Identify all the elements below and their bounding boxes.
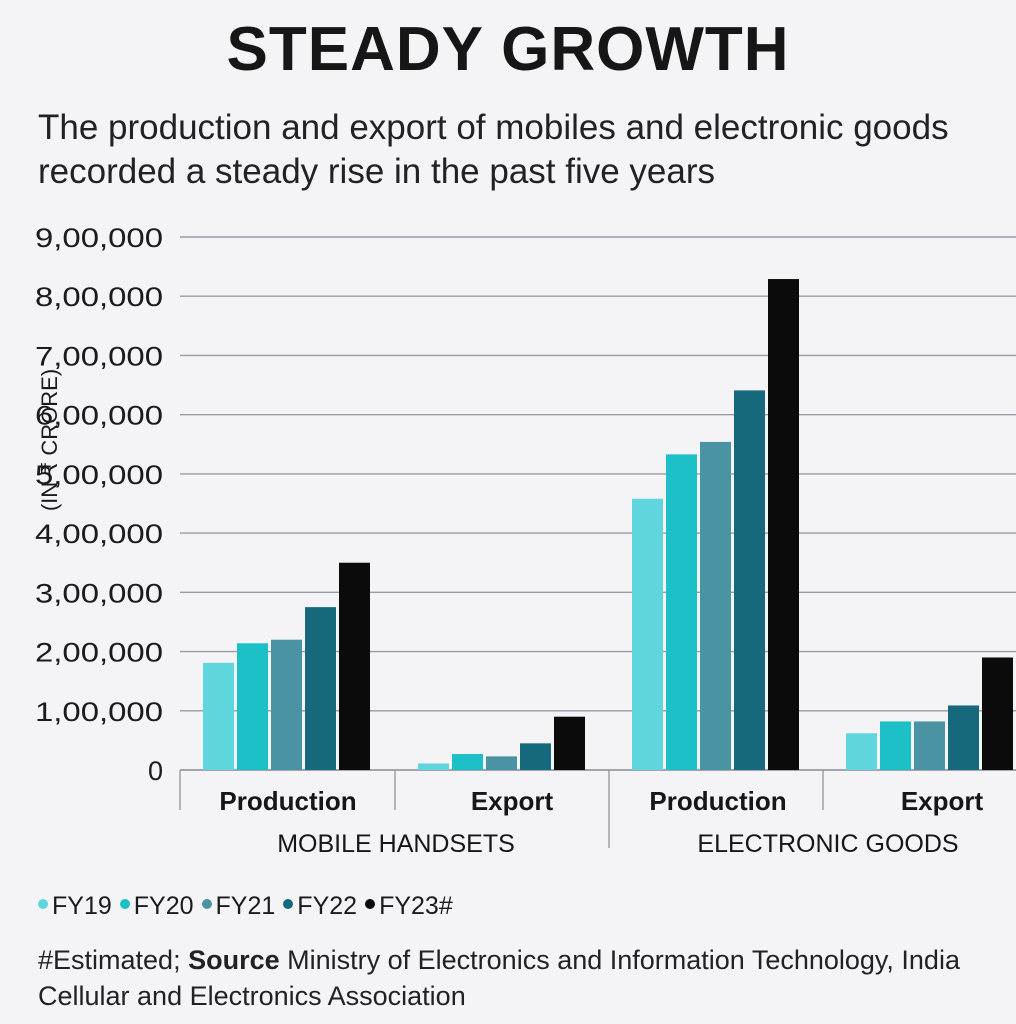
bar-fy23 <box>982 657 1013 770</box>
legend-item: FY21 <box>201 892 276 920</box>
bar-fy23 <box>554 716 585 770</box>
chart-subtitle: The production and export of mobiles and… <box>38 108 949 191</box>
legend-item: FY23# <box>365 892 453 920</box>
legend-label: FY22 <box>297 892 358 920</box>
category-label: Production <box>219 786 356 816</box>
bar-fy20 <box>880 721 911 770</box>
bar-fy19 <box>846 733 877 770</box>
bar-fy21 <box>700 441 731 770</box>
y-axis-label: (IN ₹ CRORE) <box>37 369 62 511</box>
y-tick-label: 3,00,000 <box>35 578 163 608</box>
bar-fy22 <box>734 390 765 770</box>
group-label: ELECTRONIC GOODS <box>697 830 958 858</box>
legend: FY19 FY20 FY21 FY22 FY23# <box>38 892 461 921</box>
bar-fy22 <box>948 705 979 770</box>
legend-label: FY20 <box>133 892 194 920</box>
bar-fy20 <box>452 754 483 770</box>
bar-fy19 <box>203 662 234 770</box>
y-tick-label: 1,00,000 <box>35 697 163 727</box>
bar-fy22 <box>305 607 336 770</box>
legend-item: FY19 <box>38 892 112 920</box>
legend-item: FY20 <box>119 892 194 920</box>
y-tick-label: 2,00,000 <box>35 638 163 668</box>
source-label: Source <box>188 945 280 975</box>
y-tick-label: 8,00,000 <box>35 282 163 312</box>
y-tick-label: 7,00,000 <box>35 341 163 371</box>
category-label: Production <box>649 786 786 816</box>
chart-title: STEADY GROWTH <box>226 15 790 84</box>
legend-swatch <box>38 899 48 910</box>
legend-label: FY23# <box>379 892 453 920</box>
legend-swatch <box>365 899 376 910</box>
bar-chart: 0 1,00,000 2,00,000 3,00,000 4,00,000 5,00,00… <box>35 223 1016 858</box>
legend-swatch <box>201 899 212 910</box>
bar-fy20 <box>237 643 268 770</box>
bar-fy23 <box>768 279 799 770</box>
source-note: #Estimated; Source Ministry of Electroni… <box>38 942 998 1014</box>
category-label: Export <box>471 786 554 816</box>
legend-swatch <box>283 899 294 910</box>
legend-swatch <box>119 899 130 910</box>
y-tick-label: 6,00,000 <box>35 401 163 431</box>
bar-fy20 <box>666 454 697 770</box>
legend-item: FY22 <box>283 892 357 920</box>
y-tick-label: 4,00,000 <box>35 519 163 549</box>
bar-fy23 <box>339 562 370 770</box>
y-tick-label: 5,00,000 <box>35 460 163 490</box>
bar-fy21 <box>486 756 517 770</box>
category-label: Export <box>901 786 984 816</box>
legend-label: FY19 <box>52 892 112 920</box>
legend-label: FY21 <box>215 892 276 920</box>
bar-fy21 <box>914 721 945 770</box>
source-prefix: #Estimated; <box>38 945 189 975</box>
group-label: MOBILE HANDSETS <box>277 830 515 858</box>
y-tick-label: 0 <box>148 756 163 786</box>
y-tick-label: 9,00,000 <box>35 223 163 253</box>
bar-fy21 <box>271 639 302 770</box>
source-text: Ministry of Electronics and Information … <box>38 945 960 1011</box>
bar-fy22 <box>520 743 551 770</box>
bar-fy19 <box>418 763 449 770</box>
bar-fy19 <box>632 498 663 770</box>
